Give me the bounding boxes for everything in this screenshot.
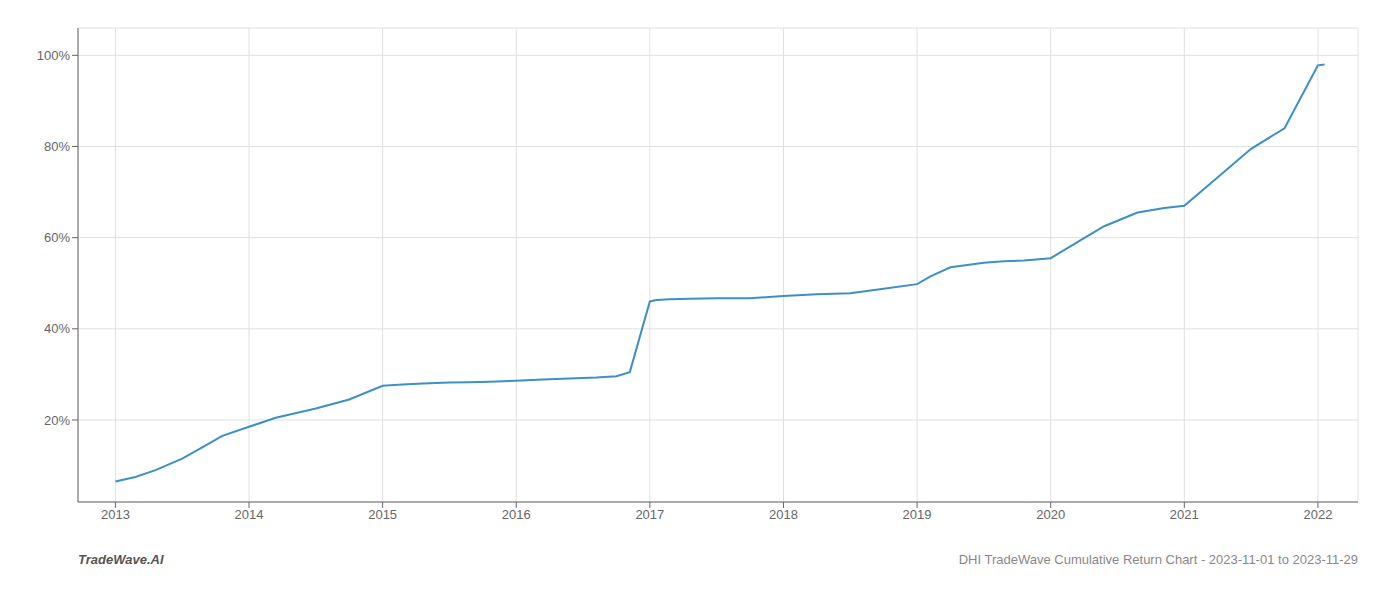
svg-text:2013: 2013 [101, 507, 130, 522]
svg-text:60%: 60% [44, 230, 70, 245]
svg-text:100%: 100% [37, 48, 71, 63]
svg-text:2015: 2015 [368, 507, 397, 522]
svg-text:2021: 2021 [1170, 507, 1199, 522]
svg-text:2014: 2014 [235, 507, 264, 522]
html-text:DHI TradeWave Cumulative Retur: DHI TradeWave Cumulative Return Chart - … [958, 552, 1358, 567]
svg-text:2018: 2018 [769, 507, 798, 522]
svg-text:2019: 2019 [903, 507, 932, 522]
svg-text:80%: 80% [44, 139, 70, 154]
html-text:TradeWave.AI: TradeWave.AI [78, 552, 164, 567]
svg-text:20%: 20% [44, 413, 70, 428]
svg-text:2022: 2022 [1303, 507, 1332, 522]
svg-text:2017: 2017 [635, 507, 664, 522]
svg-text:2020: 2020 [1036, 507, 1065, 522]
svg-text:40%: 40% [44, 321, 70, 336]
svg-text:2016: 2016 [502, 507, 531, 522]
